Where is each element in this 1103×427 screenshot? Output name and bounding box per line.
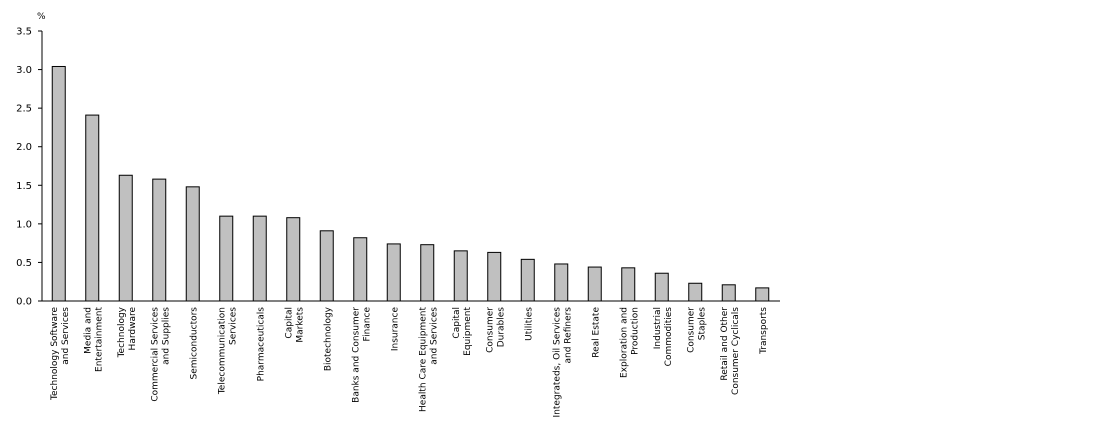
x-tick-label: and Services	[429, 307, 439, 365]
y-tick-label: 1.5	[16, 181, 32, 192]
x-tick-label: Capital	[284, 307, 294, 339]
y-tick-label: 2.0	[16, 142, 32, 153]
x-tick-label: Equipment	[463, 307, 473, 356]
x-tick-label: Insurance	[390, 307, 400, 352]
x-tick-label: and Services	[61, 307, 71, 365]
bar	[185, 186, 200, 302]
bar	[487, 251, 502, 302]
y-tick-label: 3.0	[16, 65, 32, 76]
x-tick-label: Exploration and	[619, 307, 629, 378]
bar	[85, 114, 100, 302]
bar	[755, 287, 770, 302]
bar	[319, 230, 334, 302]
bar	[353, 237, 368, 302]
x-tick-label: Hardware	[128, 307, 138, 351]
x-tick-label: Entertainment	[94, 307, 104, 372]
x-tick-label: Consumer	[485, 307, 495, 353]
x-tick-label: Media and	[83, 307, 93, 354]
category-labels: Technology Software and Services Media and…	[50, 306, 769, 417]
x-tick-label: Services	[228, 307, 238, 345]
x-tick-label: Semiconductors	[189, 307, 199, 380]
bars	[51, 65, 770, 302]
bar	[520, 258, 535, 302]
bar	[51, 65, 66, 302]
x-tick-label: Production	[630, 307, 640, 355]
bar	[386, 243, 401, 302]
y-tick-label: 3.5	[16, 27, 32, 38]
bar	[654, 272, 669, 302]
x-tick-label: Biotechnology	[323, 306, 333, 371]
x-tick-label: Finance	[362, 307, 372, 342]
bar	[587, 266, 602, 302]
bar	[420, 244, 435, 302]
x-tick-label: Technology	[117, 306, 127, 358]
x-tick-label: Integrateds, Oil Services	[552, 307, 562, 418]
x-tick-label: Retail and Other	[720, 307, 730, 381]
x-tick-label: Telecommunication	[217, 307, 227, 395]
x-tick-label: Durables	[496, 307, 506, 348]
x-tick-label: Markets	[295, 307, 305, 343]
x-tick-label: and Refiners	[563, 307, 573, 364]
x-tick-label: Health Care Equipment	[418, 307, 428, 412]
x-tick-label: Consumer	[686, 307, 696, 353]
x-tick-label: Commercial Services	[150, 307, 160, 402]
y-tick-label: 2.5	[16, 104, 32, 115]
x-tick-label: Real Estate	[591, 307, 601, 358]
bar	[286, 217, 301, 302]
x-tick-label: Consumer Cyclicals	[731, 307, 741, 395]
bar	[621, 267, 636, 302]
x-tick-label: Technology Software	[50, 307, 60, 401]
x-tick-label: Commodities	[664, 307, 674, 367]
x-tick-label: Pharmaceuticals	[256, 307, 266, 382]
y-tick-label: 0.5	[16, 258, 32, 269]
x-tick-label: Staples	[697, 307, 707, 341]
y-axis: 0.0 0.5 1.0 1.5 2.0 2.5 3.0 3.5	[16, 27, 43, 308]
bar	[219, 215, 234, 302]
x-tick-label: Banks and Consumer	[351, 307, 361, 403]
x-tick-label: Industrial	[653, 307, 663, 349]
bar	[152, 178, 167, 302]
x-tick-label: Transports	[759, 307, 769, 355]
x-tick-label: Utilities	[524, 307, 534, 341]
bar	[252, 215, 267, 302]
y-tick-label: 0.0	[16, 297, 32, 308]
bar	[453, 250, 468, 302]
x-tick-label: and Supplies	[161, 307, 171, 365]
y-tick-label: 1.0	[16, 219, 32, 230]
x-tick-label: Capital	[452, 307, 462, 339]
bar	[118, 174, 133, 302]
y-unit-label: %	[37, 12, 46, 22]
bar	[554, 263, 569, 302]
bar	[688, 282, 703, 302]
bar	[721, 284, 736, 302]
